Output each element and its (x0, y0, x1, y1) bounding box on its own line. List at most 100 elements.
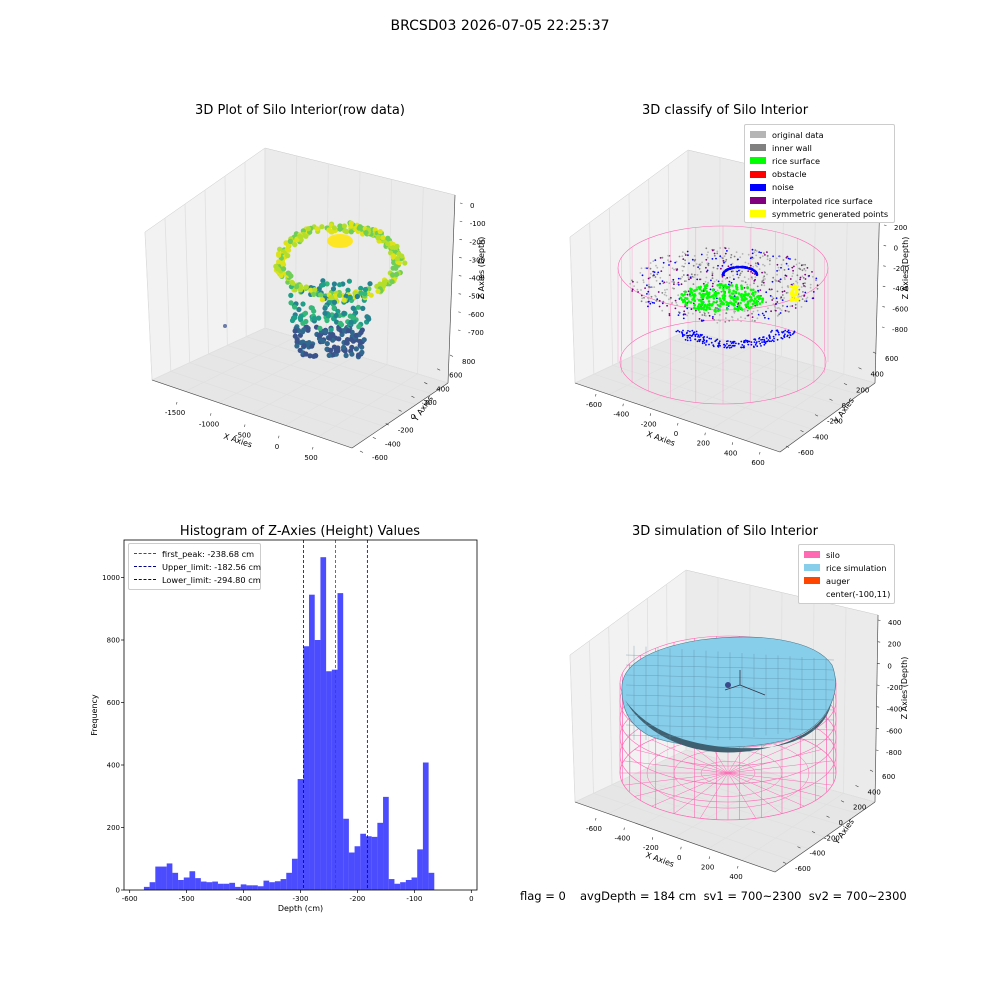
histogram-bar (217, 883, 224, 890)
plot2-legend-item: obstacle (750, 168, 889, 181)
plot1-z-tick: -500 (469, 293, 485, 301)
plot1-zlabel: Z Axies (Depth) (477, 237, 486, 300)
plot1-x-tick: 0 (275, 443, 279, 451)
plot4-3d-simulation: -600-400-2000200400-600-400-200020040060… (569, 569, 909, 881)
plot2-legend-item: interpolated rice surface (750, 194, 889, 207)
plot4-legend: silo rice simulation auger center(-100,11) (798, 544, 895, 604)
plot2-z-tick: -400 (893, 285, 909, 293)
histogram-bar (274, 881, 281, 890)
histogram-bar (377, 822, 384, 890)
legend-label: auger (826, 575, 850, 586)
plot2-y-tick: -600 (798, 449, 814, 457)
legend-label: noise (772, 182, 794, 193)
plot3-x-tick: -600 (122, 895, 138, 903)
histogram-bar (371, 836, 378, 890)
plot4-z-tick: -400 (887, 706, 903, 714)
histogram-bar (405, 880, 412, 890)
plot4-legend-item: rice simulation (804, 561, 889, 574)
plot1-y-tick: 600 (449, 372, 462, 380)
plot4-x-tick: 200 (701, 863, 714, 871)
histogram-bar (309, 594, 315, 890)
legend-label: inner wall (772, 142, 812, 153)
footer-stats: avgDepth = 184 cm sv1 = 700~2300 sv2 = 7… (580, 889, 907, 903)
plot4-legend-item: silo (804, 548, 889, 561)
legend-label: symmetric generated points (772, 208, 889, 219)
plot3-x-tick: -400 (236, 895, 252, 903)
legend-label: Upper_limit: -182.56 cm (162, 561, 261, 572)
plot1-z-tick: -100 (470, 220, 486, 228)
histogram-bar (365, 836, 372, 890)
histogram-bar (303, 646, 310, 890)
plot1-y-tick: -600 (372, 454, 388, 462)
plot1-title: 3D Plot of Silo Interior(row data) (195, 103, 405, 118)
legend-label: interpolated rice surface (772, 195, 873, 206)
legend-swatch (750, 144, 766, 152)
histogram-bar (200, 881, 207, 890)
plot4-x-tick: 400 (729, 873, 742, 881)
histogram-bar (320, 557, 327, 890)
plot4-zlabel: Z Axies (Depth) (900, 657, 909, 720)
plot4-y-tick: -200 (824, 834, 840, 842)
plot3-xlabel: Depth (cm) (278, 904, 323, 913)
plot2-legend: original data inner wall rice surface obsta… (744, 124, 895, 224)
histogram-bar (354, 846, 361, 890)
plot4-z-tick: -200 (887, 684, 903, 692)
legend-label: rice simulation (826, 562, 887, 573)
legend-line (134, 553, 156, 555)
plot1-y-tick: -200 (398, 427, 414, 435)
histogram-bar (337, 593, 344, 890)
histogram-bar (149, 882, 156, 890)
plot1-z-tick: -600 (468, 311, 484, 319)
plot3-x-tick: -300 (293, 895, 309, 903)
plot4-xlabel: X Axies (644, 850, 675, 869)
histogram-bar (183, 877, 190, 890)
plot3-y-tick: 1000 (102, 574, 120, 582)
histogram-bar (212, 881, 218, 890)
plot4-auger (724, 670, 766, 696)
plot1-z-tick: -400 (469, 275, 485, 283)
plot4-y-tick: 200 (853, 804, 866, 812)
legend-line (134, 566, 156, 568)
histogram-bar (314, 640, 321, 890)
histogram-bar (246, 885, 253, 890)
legend-swatch (750, 197, 766, 205)
legend-label: rice surface (772, 155, 821, 166)
plot2-legend-item: original data (750, 128, 889, 141)
plot2-y-tick: 600 (885, 355, 898, 363)
plot1-y-tick: 200 (423, 399, 436, 407)
legend-swatch (750, 170, 766, 178)
plot1-y-tick: 800 (462, 358, 475, 366)
histogram-bar (422, 762, 429, 890)
plot4-z-tick: 200 (888, 641, 901, 649)
plot2-legend-item: inner wall (750, 141, 889, 154)
histogram-bar (394, 883, 401, 890)
histogram-bar (360, 833, 366, 890)
plot2-points (617, 225, 829, 405)
histogram-bar (172, 872, 179, 890)
legend-swatch (750, 210, 766, 218)
plot4-y-tick: -400 (810, 850, 826, 858)
plot4-y-tick: -600 (795, 865, 811, 873)
legend-label: first_peak: -238.68 cm (162, 548, 255, 559)
plot3-y-tick: 0 (116, 887, 120, 895)
plot3-x-tick: -100 (406, 895, 422, 903)
plot2-y-tick: -200 (827, 418, 843, 426)
plot1-x-tick: 500 (304, 454, 317, 462)
legend-swatch (804, 551, 820, 559)
plot2-title: 3D classify of Silo Interior (641, 103, 809, 118)
histogram-bar (388, 879, 395, 890)
histogram-bar (269, 882, 275, 890)
plot3-y-tick: 800 (107, 637, 120, 645)
histogram-bar (400, 882, 406, 890)
plot2-z-tick: -200 (893, 265, 909, 273)
histogram-bar (428, 872, 435, 890)
plot3-y-tick: 600 (107, 699, 120, 707)
histogram-bar (240, 884, 247, 890)
plot2-legend-item: noise (750, 181, 889, 194)
legend-label: obstacle (772, 169, 807, 180)
figure-suptitle: BRCSD03 2026-07-05 22:25:37 (390, 18, 610, 34)
plot4-z-tick: -800 (886, 749, 902, 757)
plot1-y-tick: -400 (385, 440, 401, 448)
plot2-x-tick: -400 (613, 411, 629, 419)
plot4-x-tick: 0 (677, 854, 681, 862)
